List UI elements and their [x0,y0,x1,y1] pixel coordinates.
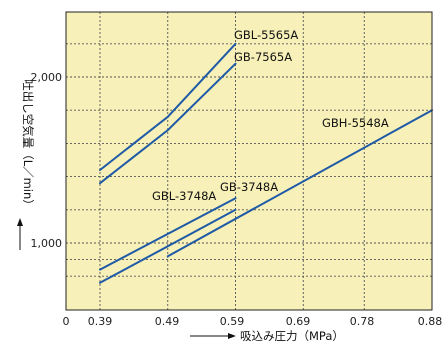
series-labels: GBL-5565A GB-7565A GBH-5548A GBL-3748A GB-37… [152,28,389,203]
y-axis-label: 吐出し空気量（L／min） [21,79,35,211]
y-tick-label: 1,000 [31,237,63,250]
x-axis-arrowhead [228,333,236,339]
series-line-gbh-5548a [166,109,433,258]
x-tick-label: 0 [63,315,70,328]
x-axis-title: 吸込み圧力（MPa） [190,329,344,342]
series-line-gb-3748a [99,208,237,284]
x-axis-label: 吸込み圧力（MPa） [240,329,344,342]
x-tick-label: 0.59 [220,315,245,328]
x-tick-label: 0.88 [418,315,443,328]
y-axis-arrowhead [17,218,23,226]
x-tick-label: 0.78 [350,315,375,328]
x-axis-ticks: 0 0.39 0.49 0.59 0.69 0.78 0.88 [63,315,443,328]
x-tick-label: 0.49 [155,315,180,328]
plot-border [65,11,433,311]
y-tick-label: 2,000 [31,71,63,84]
series-label-gbh-5548a: GBH-5548A [322,116,389,130]
series-label-gb-3748a: GB-3748A [220,180,278,194]
series-line-gb-7565a [99,62,237,185]
series-line-gbl-3748a [99,197,237,271]
grid [66,12,432,310]
series-lines [99,42,433,284]
series-label-gbl-3748a: GBL-3748A [152,189,216,203]
x-tick-label: 0.69 [286,315,311,328]
x-tick-label: 0.39 [88,315,113,328]
series-label-gbl-5565a: GBL-5565A [234,28,298,42]
y-axis-title: 吐出し空気量（L／min） [17,79,35,250]
y-axis-ticks: 1,000 2,000 [31,71,63,250]
series-label-gb-7565a: GB-7565A [234,50,292,64]
series-line-gbl-5565a [99,42,237,171]
